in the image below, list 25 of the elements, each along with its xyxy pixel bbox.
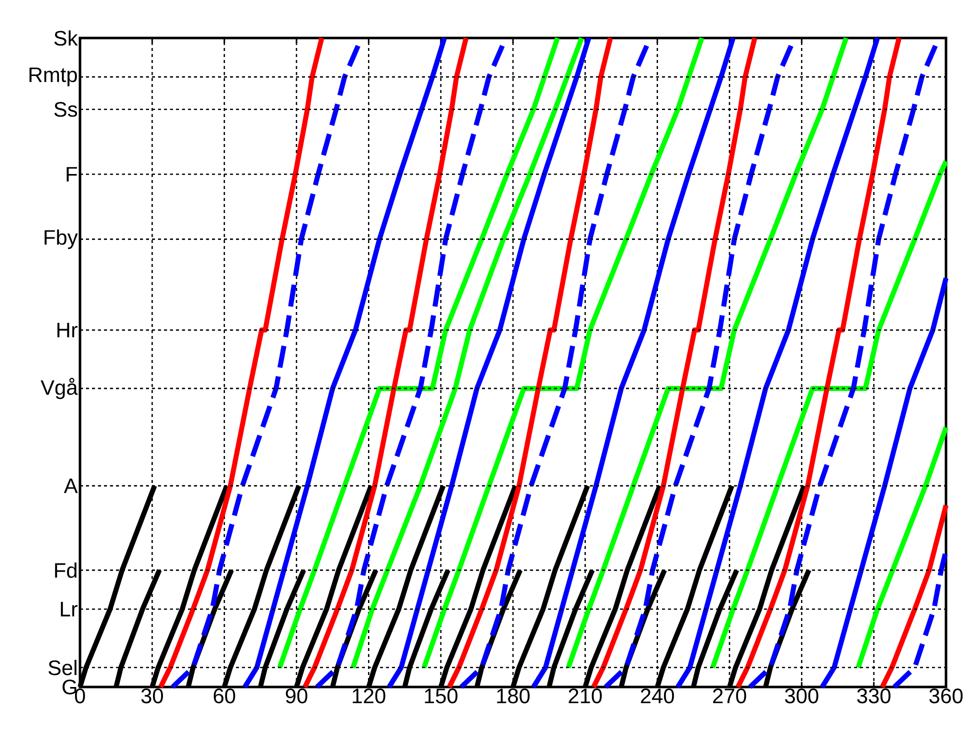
x-tick-label: 180 bbox=[497, 688, 530, 704]
ref-line-label: Fby bbox=[44, 229, 78, 249]
ref-line-label: Vgå bbox=[40, 378, 78, 400]
x-tick-label: 210 bbox=[568, 688, 602, 704]
ref-line-label: F bbox=[66, 167, 77, 182]
x-tick-label: 240 bbox=[640, 688, 674, 704]
ref-line-label: Ss bbox=[54, 102, 78, 117]
x-tick-label: 300 bbox=[785, 688, 818, 704]
x-tick-label: 60 bbox=[214, 688, 236, 704]
text: Sk bbox=[54, 30, 78, 46]
x-tick-label: 0 bbox=[74, 688, 85, 704]
ref-line-label: Hr bbox=[57, 322, 78, 338]
ref-line-label: A bbox=[64, 478, 78, 494]
x-tick-label: 150 bbox=[424, 688, 458, 704]
annotation: G bbox=[62, 680, 76, 694]
ref-line-label: Rmtp bbox=[30, 68, 77, 86]
x-tick-label: 90 bbox=[286, 688, 308, 704]
x-tick-label: 330 bbox=[857, 688, 890, 704]
x-tick-label: 30 bbox=[141, 688, 163, 704]
ref-line-label: Sel bbox=[48, 660, 76, 676]
x-tick-label: 360 bbox=[929, 688, 963, 704]
ref-line-label: Fd bbox=[55, 562, 76, 578]
x-tick-label: 120 bbox=[352, 688, 386, 704]
ref-line-label: Lr bbox=[60, 602, 78, 616]
x-tick-label: 270 bbox=[713, 688, 746, 704]
